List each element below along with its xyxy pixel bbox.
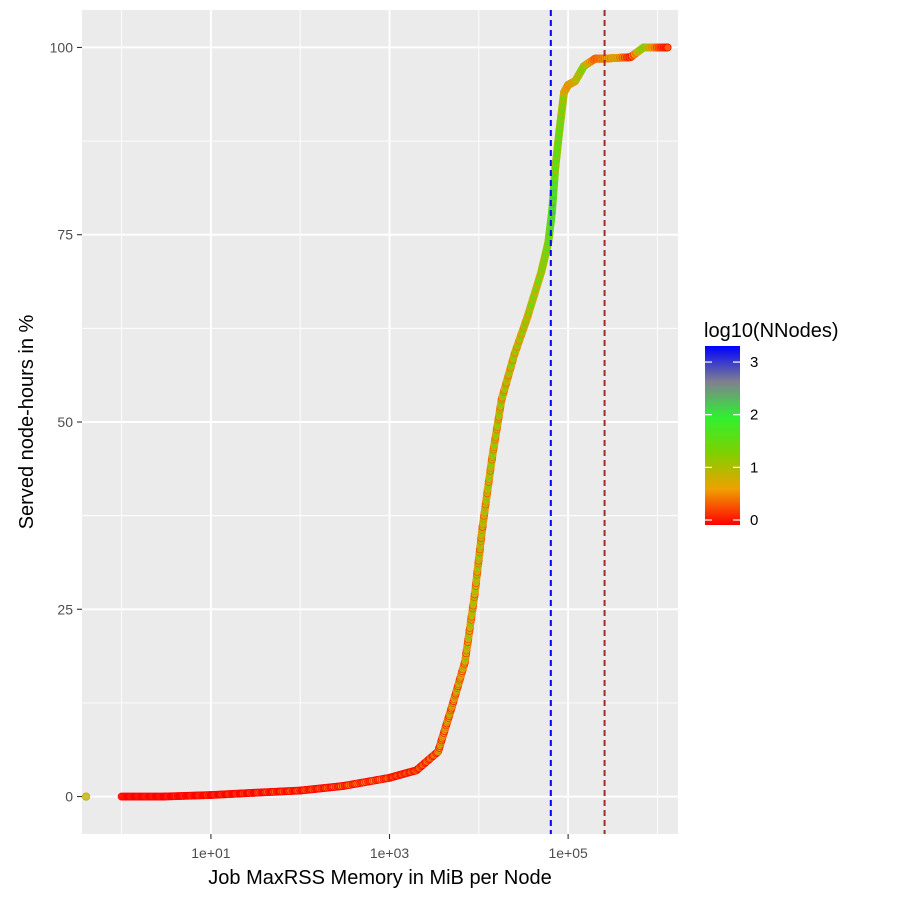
y-tick-label: 50 [57, 414, 73, 430]
y-tick-label: 25 [57, 601, 73, 617]
x-axis-title: Job MaxRSS Memory in MiB per Node [208, 867, 551, 889]
legend-tick-label: 0 [750, 512, 758, 529]
legend-colorbar [705, 346, 740, 525]
reference-lines [549, 10, 606, 834]
y-axis-ticks: 0 25 50 75 100 [50, 39, 82, 805]
data-point [81, 792, 91, 801]
y-axis-title: Served node-hours in % [16, 315, 38, 530]
color-legend: log10(NNodes) 0 1 2 3 [704, 320, 839, 529]
grid-major [82, 10, 678, 834]
x-tick-label: 1e+03 [370, 845, 410, 861]
y-tick-label: 100 [50, 39, 74, 55]
x-tick-label: 1e+05 [548, 845, 588, 861]
data-point [663, 43, 672, 52]
legend-title: log10(NNodes) [704, 320, 839, 342]
legend-ticks: 0 1 2 3 [705, 354, 758, 529]
y-tick-label: 75 [57, 227, 73, 243]
x-tick-label: 1e+01 [191, 845, 231, 861]
x-axis-ticks: 1e+01 1e+03 1e+05 [191, 834, 588, 861]
y-tick-label: 0 [65, 789, 73, 805]
legend-tick-label: 3 [750, 354, 758, 371]
legend-tick-label: 2 [750, 407, 758, 424]
legend-tick-label: 1 [750, 459, 758, 476]
